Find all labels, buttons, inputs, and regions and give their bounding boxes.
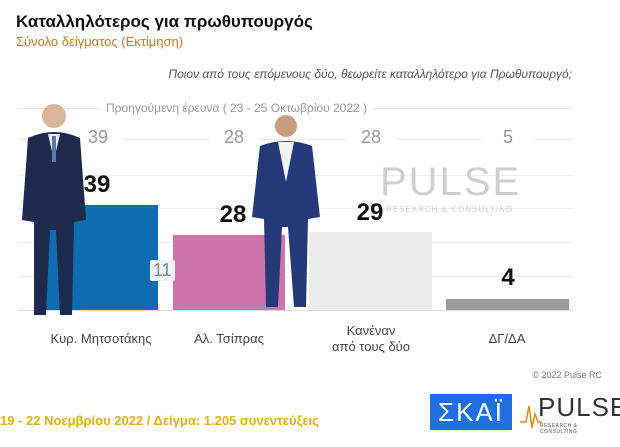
category-none-line1: Κανέναν bbox=[346, 323, 396, 338]
value-tsipras: 28 bbox=[219, 201, 247, 228]
bar-none bbox=[309, 232, 432, 310]
mitsotakis-photo bbox=[22, 104, 86, 315]
category-none-line2: από τους δύο bbox=[331, 339, 411, 354]
skai-logo: ΣΚΑΪ bbox=[430, 394, 512, 430]
copyright: © 2022 Pulse RC bbox=[532, 370, 602, 380]
tsipras-photo bbox=[252, 115, 320, 307]
lead-gap-badge: 11 bbox=[150, 260, 175, 281]
pulse-logo: PULSE RESEARCH & CONSULTING bbox=[520, 392, 620, 435]
pulse-watermark: PULSE RESEARCH & CONSULTING bbox=[380, 160, 521, 214]
category-dk: ΔΓ/ΔΑ bbox=[488, 331, 526, 346]
value-mitsotakis: 39 bbox=[83, 171, 111, 198]
pulse-logo-sub: RESEARCH & CONSULTING bbox=[540, 423, 578, 435]
previous-value-tsipras: 28 bbox=[209, 127, 259, 148]
chart-title: Καταλληλότερος για πρωθυπουργός bbox=[16, 12, 313, 31]
category-mitsotakis: Κυρ. Μητσοτάκης bbox=[50, 331, 152, 346]
category-tsipras: Αλ. Τσίπρας bbox=[194, 331, 264, 346]
watermark-sub: RESEARCH & CONSULTING bbox=[386, 205, 514, 214]
previous-value-mitsotakis: 39 bbox=[73, 127, 123, 148]
pulse-logo-word: PULSE bbox=[538, 392, 620, 422]
gridline bbox=[18, 139, 573, 140]
value-dk: 4 bbox=[501, 264, 515, 291]
previous-value-none: 28 bbox=[346, 127, 396, 148]
category-none: Κανέναν από τους δύο bbox=[306, 323, 436, 355]
previous-value-dk: 5 bbox=[483, 127, 533, 148]
chart-subtitle: Σύνολο δείγματος (Εκτίμηση) bbox=[16, 34, 184, 49]
footer-sample-info: 19 - 22 Νοεμβρίου 2022 / Δείγμα: 1.205 σ… bbox=[0, 413, 319, 428]
baseline bbox=[18, 310, 573, 311]
previous-survey-label: Προηγούμενη έρευνα ( 23 - 25 Οκτωβρίου 2… bbox=[100, 101, 373, 115]
value-none: 29 bbox=[356, 199, 384, 226]
bar-dk bbox=[446, 299, 569, 310]
pulse-wave-icon bbox=[520, 405, 542, 429]
survey-question: Ποιον από τους επόμενους δύο, θεωρείτε κ… bbox=[168, 67, 572, 81]
watermark-word: PULSE bbox=[380, 160, 522, 204]
